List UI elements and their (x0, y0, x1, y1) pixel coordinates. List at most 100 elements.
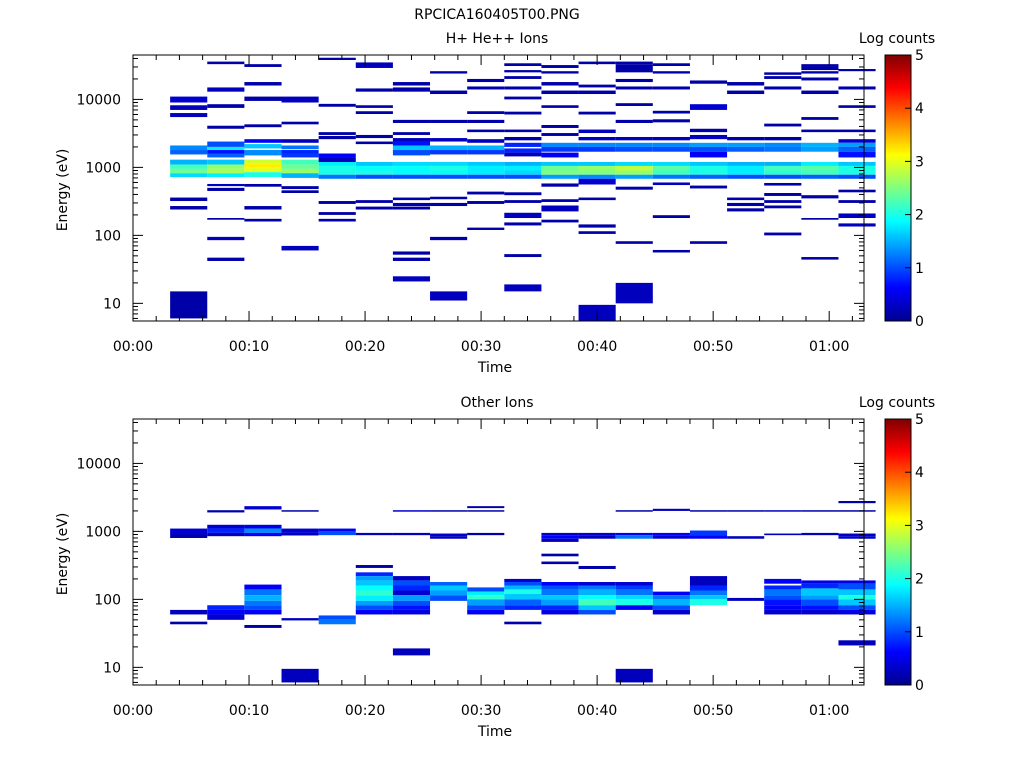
heatmap-cell (764, 533, 802, 536)
heatmap-cell (504, 589, 542, 594)
y-tick-label: 1000 (85, 524, 121, 540)
y-tick-label: 10 (103, 660, 121, 676)
x-axis: 00:00 00:10 00:20 00:30 00:40 00:50 01:00 (113, 55, 853, 355)
heatmap-cell (504, 86, 542, 90)
heatmap-cell (207, 87, 245, 92)
heatmap-cell (615, 78, 653, 83)
heatmap-cell (727, 170, 765, 175)
heatmap-cell (652, 71, 690, 74)
heatmap-cell (541, 82, 579, 86)
heatmap-cell (801, 580, 839, 584)
heatmap-cell (689, 165, 728, 171)
heatmap-cell (281, 150, 319, 154)
x-tick-label: 00:50 (693, 703, 733, 719)
heatmap-cell (355, 105, 393, 108)
heatmap-cell (541, 535, 579, 539)
panel-other-ions: Other Ions Log counts Time Energy (eV) 0… (55, 395, 935, 740)
heatmap-cell (615, 535, 653, 539)
x-tick-label: 00:50 (693, 339, 733, 355)
heatmap-cell (578, 609, 616, 615)
heatmap-cell (578, 129, 616, 134)
heatmap-cell (244, 144, 282, 149)
heatmap-cell (764, 170, 802, 175)
heatmap-cell (318, 170, 356, 175)
heatmap-cell (244, 124, 282, 128)
heatmap-cell (801, 257, 839, 260)
x-tick-label: 00:30 (461, 339, 501, 355)
heatmap-cell (764, 595, 802, 600)
heatmap-cell (430, 291, 468, 301)
heatmap-cell (244, 183, 282, 187)
heatmap-cell (430, 119, 468, 123)
heatmap-cell (355, 590, 393, 596)
heatmap-cell (615, 146, 653, 152)
heatmap-cell (207, 614, 245, 620)
x-tick-label: 00:20 (345, 703, 385, 719)
heatmap-cell (689, 185, 728, 189)
heatmap-cell (281, 190, 319, 193)
heatmap-cell (170, 197, 208, 202)
heatmap-cell (578, 224, 616, 228)
heatmap-cell (615, 170, 653, 175)
heatmap-cell (281, 528, 319, 533)
heatmap-cell (244, 589, 282, 596)
heatmap-cell (430, 582, 468, 586)
heatmap-cell (504, 63, 542, 67)
heatmap-cell (467, 532, 505, 536)
x-tick-label: 00:10 (229, 703, 269, 719)
heatmap-cell (764, 232, 802, 236)
heatmap-cell (392, 197, 431, 201)
heatmap-cell (467, 86, 505, 90)
heatmap-cell (578, 90, 616, 95)
heatmap-cell (541, 183, 579, 187)
heatmap-cell (801, 605, 839, 610)
heatmap-cell (689, 599, 728, 606)
heatmap-cell (838, 605, 876, 610)
heatmap-cell (504, 162, 542, 166)
heatmap-cell (652, 215, 690, 219)
heatmap-cell (207, 524, 245, 529)
heatmap-cell (615, 595, 653, 600)
heatmap-cell (764, 142, 802, 147)
heatmap-cell (355, 605, 393, 610)
plot-frame (132, 418, 865, 686)
heatmap-cell (652, 174, 690, 179)
heatmap-cell (801, 595, 839, 600)
heatmap-cell (467, 191, 505, 195)
colorbar-tick-label: 5 (915, 48, 924, 64)
heatmap-cell (541, 65, 579, 68)
heatmap-cell (727, 136, 765, 141)
heatmap-cell (467, 201, 505, 204)
heatmap-cell (467, 227, 505, 230)
heatmap-cell (504, 192, 542, 196)
heatmap-cell (652, 595, 690, 600)
heatmap-cell (652, 535, 690, 539)
heatmap-cell (689, 530, 728, 536)
heatmap-cell (689, 104, 728, 110)
heatmap-cell (392, 532, 431, 536)
heatmap-cell (170, 164, 208, 169)
heatmap-cell (170, 291, 208, 319)
heatmap-cell (281, 153, 319, 158)
heatmap-cell (170, 621, 208, 625)
heatmap-cell (764, 609, 802, 615)
heatmap-cell (764, 605, 802, 610)
heatmap-cell (504, 111, 542, 115)
heatmap-cell (504, 621, 542, 625)
heatmap-cell (170, 173, 208, 178)
x-axis: 00:00 00:10 00:20 00:30 00:40 00:50 01:00 (113, 419, 853, 719)
heatmap-cell (541, 561, 579, 565)
heatmap-cell (838, 580, 876, 584)
heatmap-cell (578, 111, 616, 115)
heatmap-cell (541, 152, 579, 158)
heatmap-cell (504, 284, 542, 292)
x-tick-label: 00:40 (577, 703, 617, 719)
heatmap-cell (838, 162, 876, 166)
heatmap-cell (727, 165, 765, 171)
heatmap-cell (281, 168, 319, 174)
heatmap-cell (504, 136, 542, 141)
heatmap-cell (504, 76, 542, 79)
heatmap-cell (541, 199, 579, 202)
heatmap-cell (430, 170, 468, 175)
y-axis-label: Energy (eV) (55, 149, 71, 232)
